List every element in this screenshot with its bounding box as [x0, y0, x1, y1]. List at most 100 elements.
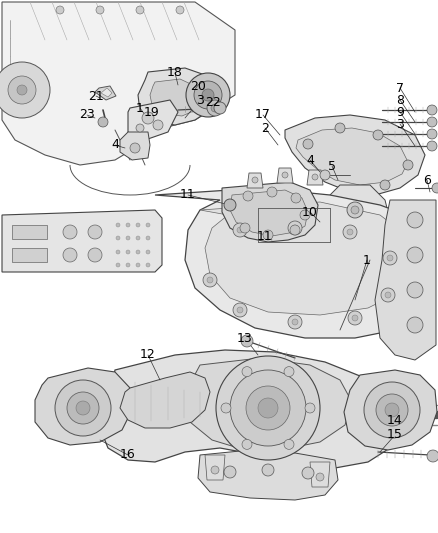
Circle shape — [258, 398, 278, 418]
Circle shape — [55, 380, 111, 436]
Circle shape — [305, 403, 315, 413]
Text: 10: 10 — [302, 206, 318, 219]
Text: 23: 23 — [79, 109, 95, 122]
Text: 18: 18 — [167, 67, 183, 79]
Circle shape — [288, 315, 302, 329]
Polygon shape — [200, 202, 415, 315]
Text: 3: 3 — [196, 93, 204, 107]
Text: 2: 2 — [261, 122, 269, 134]
Polygon shape — [128, 100, 178, 140]
Circle shape — [203, 273, 217, 287]
Circle shape — [0, 62, 50, 118]
Circle shape — [67, 392, 99, 424]
Circle shape — [352, 315, 358, 321]
Circle shape — [207, 277, 213, 283]
Circle shape — [214, 102, 226, 114]
Circle shape — [63, 248, 77, 262]
Circle shape — [387, 255, 393, 261]
Circle shape — [8, 76, 36, 104]
Circle shape — [98, 117, 108, 127]
Polygon shape — [277, 168, 293, 183]
Circle shape — [263, 230, 273, 240]
Circle shape — [343, 225, 357, 239]
Circle shape — [282, 172, 288, 178]
Circle shape — [237, 227, 243, 233]
Circle shape — [230, 370, 306, 446]
Circle shape — [241, 335, 253, 347]
Circle shape — [427, 105, 437, 115]
Circle shape — [126, 236, 130, 240]
Circle shape — [403, 160, 413, 170]
Circle shape — [292, 319, 298, 325]
Polygon shape — [2, 210, 162, 272]
Circle shape — [116, 250, 120, 254]
Polygon shape — [285, 115, 425, 195]
Circle shape — [407, 282, 423, 298]
Circle shape — [385, 403, 399, 417]
Circle shape — [126, 263, 130, 267]
Text: 19: 19 — [144, 107, 160, 119]
Circle shape — [136, 124, 144, 132]
Polygon shape — [198, 450, 338, 500]
Polygon shape — [100, 350, 398, 468]
Circle shape — [262, 464, 274, 476]
Text: 15: 15 — [387, 429, 403, 441]
Circle shape — [300, 210, 310, 220]
Circle shape — [186, 73, 230, 117]
Circle shape — [351, 206, 359, 214]
Text: 3: 3 — [396, 117, 404, 131]
Circle shape — [153, 120, 163, 130]
Circle shape — [407, 247, 423, 263]
Text: 4: 4 — [306, 154, 314, 166]
Text: 11: 11 — [257, 230, 273, 244]
Circle shape — [126, 250, 130, 254]
Circle shape — [116, 263, 120, 267]
Circle shape — [224, 199, 236, 211]
Circle shape — [136, 236, 140, 240]
Polygon shape — [247, 173, 263, 188]
Circle shape — [348, 311, 362, 325]
Circle shape — [303, 139, 313, 149]
Circle shape — [284, 439, 294, 449]
Circle shape — [288, 221, 302, 235]
Circle shape — [246, 386, 290, 430]
Text: 1: 1 — [363, 254, 371, 266]
Polygon shape — [138, 68, 215, 125]
Text: 22: 22 — [205, 95, 221, 109]
Polygon shape — [230, 190, 308, 236]
Polygon shape — [101, 88, 112, 97]
Circle shape — [88, 248, 102, 262]
Circle shape — [252, 177, 258, 183]
Circle shape — [240, 223, 250, 233]
Circle shape — [146, 223, 150, 227]
Circle shape — [233, 303, 247, 317]
Circle shape — [221, 403, 231, 413]
Circle shape — [320, 170, 330, 180]
Text: 11: 11 — [180, 189, 196, 201]
Polygon shape — [344, 370, 437, 450]
Text: 7: 7 — [396, 82, 404, 94]
Circle shape — [142, 112, 154, 124]
Circle shape — [243, 191, 253, 201]
Polygon shape — [120, 132, 150, 160]
Polygon shape — [120, 372, 210, 428]
Circle shape — [242, 439, 252, 449]
Circle shape — [383, 251, 397, 265]
Circle shape — [136, 263, 140, 267]
Circle shape — [407, 212, 423, 228]
Polygon shape — [155, 188, 435, 338]
Circle shape — [237, 307, 243, 313]
Text: 9: 9 — [396, 106, 404, 118]
Circle shape — [88, 225, 102, 239]
Circle shape — [224, 466, 236, 478]
Polygon shape — [2, 2, 235, 165]
Text: 20: 20 — [190, 80, 206, 93]
Circle shape — [116, 236, 120, 240]
Circle shape — [385, 292, 391, 298]
Circle shape — [202, 89, 214, 101]
Circle shape — [381, 288, 395, 302]
Circle shape — [267, 187, 277, 197]
Circle shape — [233, 223, 247, 237]
Polygon shape — [310, 462, 330, 487]
Circle shape — [17, 85, 27, 95]
